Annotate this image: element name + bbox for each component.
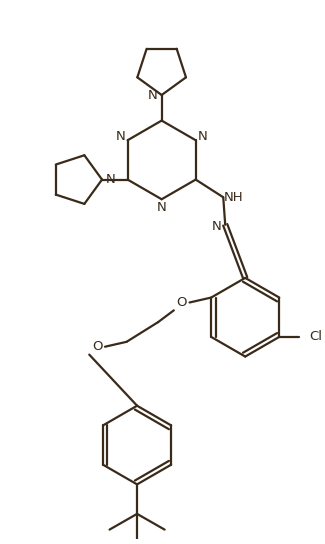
- Text: N: N: [212, 220, 221, 233]
- Text: NH: NH: [223, 191, 243, 204]
- Text: N: N: [116, 130, 126, 143]
- Text: N: N: [148, 89, 158, 102]
- Text: N: N: [157, 201, 166, 214]
- Text: N: N: [106, 173, 116, 186]
- Text: Cl: Cl: [309, 330, 322, 343]
- Text: O: O: [92, 340, 102, 353]
- Text: O: O: [176, 296, 187, 309]
- Text: N: N: [198, 130, 207, 143]
